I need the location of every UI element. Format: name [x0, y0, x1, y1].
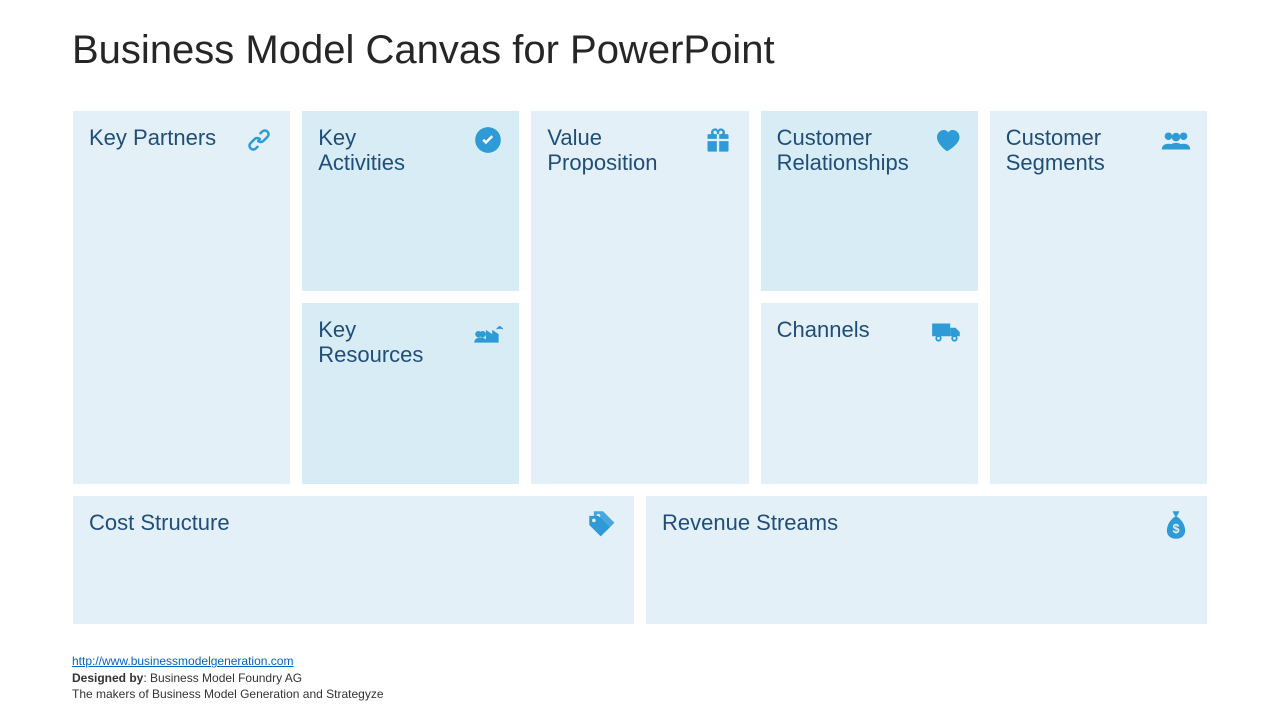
box-channels: Channels [760, 302, 979, 485]
label-channels: Channels [777, 317, 907, 342]
box-key-resources: Key Resources [301, 302, 520, 485]
people-icon [1159, 123, 1193, 157]
moneybag-icon: $ [1159, 508, 1193, 542]
box-revenue-streams: Revenue Streams $ [645, 495, 1208, 625]
label-revenue-streams: Revenue Streams [662, 510, 1085, 535]
footer: http://www.businessmodelgeneration.com D… [72, 653, 384, 702]
tag-icon [586, 508, 620, 542]
gift-icon [701, 123, 735, 157]
heart-icon [930, 123, 964, 157]
footer-link[interactable]: http://www.businessmodelgeneration.com [72, 654, 293, 668]
col-relationships-channels: Customer Relationships Channels [760, 110, 979, 485]
box-cost-structure: Cost Structure [72, 495, 635, 625]
col-activities-resources: Key Activities Key Resources [301, 110, 520, 485]
business-model-canvas: Key Partners Key Activities Key Resource… [72, 110, 1208, 625]
canvas-bottom-row: Cost Structure Revenue Streams $ [72, 495, 1208, 625]
box-key-partners: Key Partners [72, 110, 291, 485]
label-key-partners: Key Partners [89, 125, 219, 150]
check-icon [471, 123, 505, 157]
slide-title: Business Model Canvas for PowerPoint [72, 28, 775, 73]
link-icon [242, 123, 276, 157]
truck-icon [930, 315, 964, 349]
box-customer-segments: Customer Segments [989, 110, 1208, 485]
label-cost-structure: Cost Structure [89, 510, 512, 535]
label-value-proposition: Value Proposition [547, 125, 677, 176]
factory-icon [471, 315, 505, 349]
label-customer-segments: Customer Segments [1006, 125, 1136, 176]
box-key-activities: Key Activities [301, 110, 520, 292]
box-customer-relationships: Customer Relationships [760, 110, 979, 292]
canvas-top-row: Key Partners Key Activities Key Resource… [72, 110, 1208, 485]
label-key-activities: Key Activities [318, 125, 448, 176]
footer-makers: The makers of Business Model Generation … [72, 687, 384, 701]
footer-designed-by: : Business Model Foundry AG [143, 671, 302, 685]
label-key-resources: Key Resources [318, 317, 448, 368]
svg-text:$: $ [1173, 522, 1180, 536]
label-customer-relationships: Customer Relationships [777, 125, 907, 176]
footer-designed-label: Designed by [72, 671, 143, 685]
box-value-proposition: Value Proposition [530, 110, 749, 485]
slide: Business Model Canvas for PowerPoint Key… [0, 0, 1280, 720]
